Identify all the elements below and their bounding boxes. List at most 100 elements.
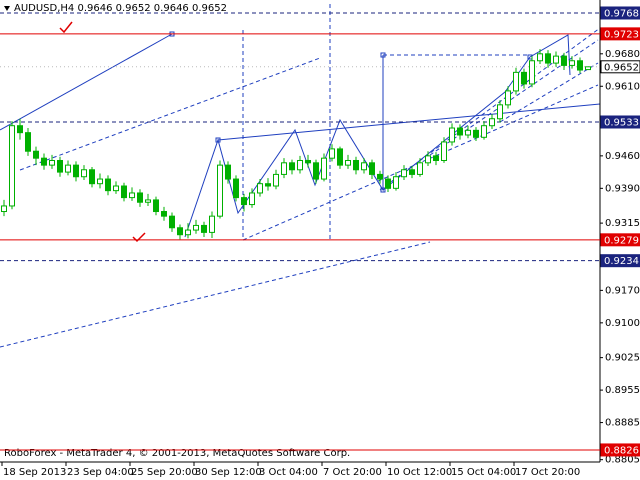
- check-mark: [59, 21, 73, 34]
- candle: [377, 170, 383, 184]
- candle: [433, 152, 439, 166]
- candle-body: [225, 164, 231, 180]
- candle-body: [137, 192, 143, 203]
- candle: [9, 121, 15, 210]
- y-tick-label: 0.8805: [605, 455, 640, 466]
- y-tick-label: 0.9460: [605, 151, 640, 162]
- candle: [425, 151, 431, 167]
- candle-body: [185, 229, 191, 236]
- candle: [65, 160, 71, 176]
- level-label-box: [600, 443, 640, 457]
- candle-body: [305, 159, 311, 164]
- candle-body: [41, 157, 47, 166]
- candle-body: [97, 178, 103, 185]
- candle-body: [281, 162, 287, 175]
- candle-body: [425, 155, 431, 164]
- level-label: 0.9533: [604, 117, 639, 128]
- candle: [409, 166, 415, 179]
- candle: [105, 175, 111, 196]
- candle: [521, 68, 527, 89]
- candle: [57, 156, 63, 177]
- candle-body: [9, 125, 15, 207]
- menu-arrow[interactable]: [4, 6, 10, 11]
- candle: [233, 175, 239, 202]
- x-tick-label: 3 Oct 04:00: [259, 467, 318, 478]
- candle-body: [177, 227, 183, 236]
- candle: [193, 219, 199, 234]
- candle: [265, 178, 271, 191]
- candle-body: [297, 159, 303, 171]
- x-tick-label: 17 Oct 20:00: [515, 467, 580, 478]
- candle: [393, 172, 399, 191]
- candle: [337, 146, 343, 169]
- candle-body: [521, 71, 527, 85]
- candle: [473, 127, 479, 142]
- level-label: 0.9279: [604, 235, 639, 246]
- candle: [17, 118, 23, 140]
- candle-body: [57, 159, 63, 173]
- candle-body: [345, 159, 351, 166]
- candle-body: [161, 211, 167, 217]
- trend-line: [429, 39, 599, 156]
- candle: [513, 67, 519, 95]
- level-label: 0.9234: [604, 256, 639, 267]
- candle-body: [169, 215, 175, 229]
- candle-body: [529, 60, 535, 85]
- candle-body: [17, 125, 23, 134]
- candle-body: [449, 127, 455, 143]
- candle: [441, 137, 447, 163]
- candle: [417, 158, 423, 177]
- candle-body: [321, 157, 327, 180]
- candle-body: [313, 162, 319, 180]
- candle: [385, 175, 391, 193]
- y-tick-label: 0.8955: [605, 385, 640, 396]
- candle-body: [153, 199, 159, 213]
- candle-body: [401, 169, 407, 178]
- candle-body: [385, 178, 391, 189]
- candle-body: [81, 169, 87, 178]
- trend-line: [19, 57, 321, 171]
- candle-body: [473, 129, 479, 138]
- candle: [537, 49, 543, 65]
- candle: [529, 56, 535, 88]
- y-tick-label: 0.9390: [605, 183, 640, 194]
- candle: [569, 56, 575, 69]
- y-tick-label: 0.9610: [605, 81, 640, 92]
- candle-body: [337, 148, 343, 166]
- candle-body: [409, 169, 415, 175]
- level-label: 0.9652: [604, 62, 639, 73]
- level-label: 0.8826: [604, 445, 639, 456]
- candle: [449, 123, 455, 146]
- level-label-box: [600, 27, 640, 41]
- candle-body: [241, 197, 247, 206]
- candle-body: [585, 66, 591, 71]
- candle: [73, 161, 79, 182]
- candle-body: [129, 192, 135, 199]
- candle: [345, 154, 351, 169]
- candle-body: [89, 169, 95, 185]
- candle: [1, 199, 7, 217]
- candle: [169, 212, 175, 232]
- trend-line: [0, 33, 173, 131]
- level-label: 0.9723: [604, 29, 639, 40]
- level-label-box: [600, 233, 640, 247]
- candle: [561, 52, 567, 71]
- candle: [481, 121, 487, 140]
- candle-body: [257, 183, 263, 194]
- candle-body: [113, 185, 119, 192]
- trend-line: [499, 62, 599, 123]
- level-label: 0.9768: [604, 8, 639, 19]
- candle: [313, 159, 319, 184]
- candle: [577, 57, 583, 74]
- candle-body: [1, 205, 7, 213]
- y-tick-label: 0.9025: [605, 353, 640, 364]
- candle-body: [393, 176, 399, 189]
- candle: [497, 100, 503, 123]
- level-label-box: [600, 6, 640, 20]
- candle-body: [209, 215, 215, 233]
- y-tick-label: 0.9170: [605, 285, 640, 296]
- candle: [161, 206, 167, 221]
- candle: [209, 211, 215, 238]
- candle: [25, 128, 31, 156]
